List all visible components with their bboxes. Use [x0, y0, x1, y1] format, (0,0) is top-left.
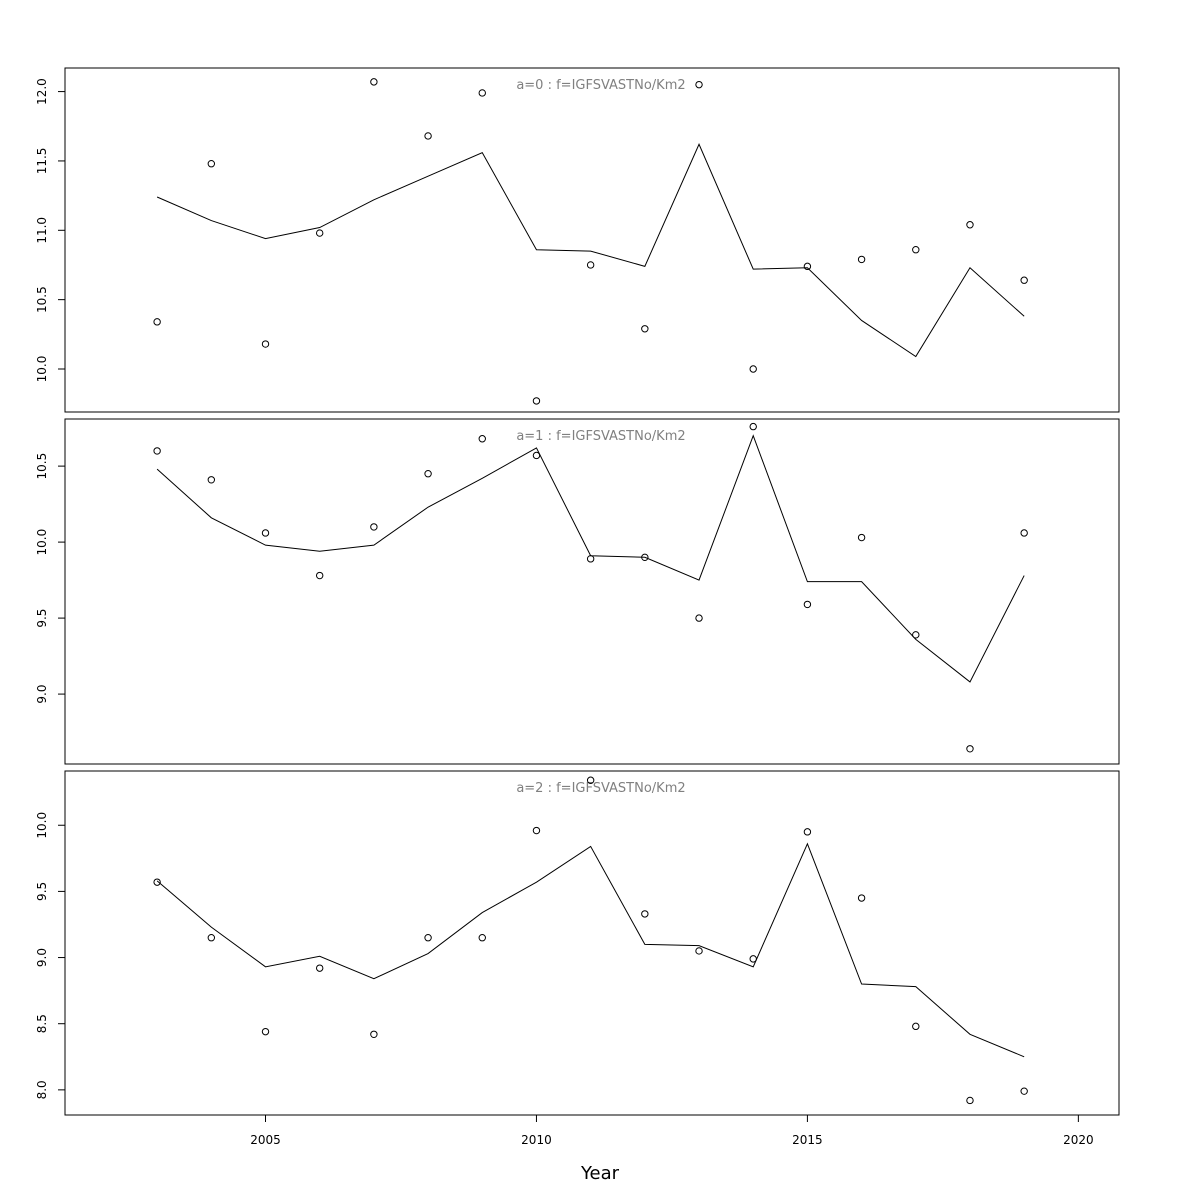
observed-point [370, 78, 378, 86]
observed-point [1020, 276, 1028, 284]
panels: a=0 : f=IGFSVASTNo/Km2 10.0 10.5 11.0 11.5 12… [35, 67, 1120, 1116]
x-tick-label: 2015 [792, 1133, 823, 1147]
y-axis: 8.0 8.5 9.0 9.5 10.0 [35, 812, 65, 1099]
x-tick-label: 2005 [250, 1133, 281, 1147]
observed-point [207, 476, 216, 484]
observed-point [478, 435, 486, 443]
observed-point [912, 631, 920, 639]
x-axis: 2005 2010 2015 2020 [250, 1114, 1094, 1147]
observed-point [586, 555, 595, 563]
observed-point [370, 523, 378, 531]
y-tick-label: 11.0 [35, 217, 49, 244]
observed-point [857, 533, 866, 542]
observed-point [261, 529, 270, 537]
x-tick-label: 2020 [1063, 1133, 1094, 1147]
y-tick-label: 9.5 [35, 882, 49, 901]
panel-frame [64, 418, 1120, 765]
observed-point [912, 246, 920, 254]
observed-point [261, 1027, 270, 1036]
y-tick-label: 10.5 [35, 453, 49, 480]
observed-point [695, 947, 703, 955]
x-axis-title: Year [580, 1163, 620, 1184]
observed-point [641, 553, 649, 562]
panel-1: a=1 : f=IGFSVASTNo/Km2 9.0 9.5 10.0 10.5 [35, 418, 1120, 765]
observed-point [478, 89, 486, 97]
panel-title: a=1 : f=IGFSVASTNo/Km2 [516, 429, 685, 444]
observed-point [966, 1096, 974, 1105]
observed-point [803, 600, 812, 609]
observed-point [749, 955, 757, 963]
observed-point [532, 451, 541, 460]
y-tick-label: 10.0 [35, 812, 49, 839]
panel-0: a=0 : f=IGFSVASTNo/Km2 10.0 10.5 11.0 11.5 12… [35, 67, 1120, 413]
observed-point [424, 934, 432, 942]
y-tick-label: 9.5 [35, 609, 49, 628]
panel-frame [64, 770, 1120, 1116]
y-tick-label: 9.0 [35, 685, 49, 704]
y-tick-label: 11.5 [35, 148, 49, 175]
observed-point [641, 910, 649, 918]
observed-point [749, 365, 757, 373]
observed-point [315, 571, 324, 580]
y-axis: 9.0 9.5 10.0 10.5 [35, 453, 65, 704]
observed-point [424, 132, 432, 140]
fitted-line [156, 434, 1025, 683]
observed-point [857, 255, 866, 264]
observed-point [749, 422, 757, 431]
observed-point [153, 447, 161, 455]
panel-frame [64, 67, 1120, 413]
observed-point [315, 229, 324, 237]
observed-point [695, 614, 703, 622]
y-tick-label: 8.5 [35, 1014, 49, 1033]
observed-point [424, 470, 432, 478]
observed-point [966, 221, 974, 229]
observed-point [261, 340, 270, 348]
y-axis: 10.0 10.5 11.0 11.5 12.0 [35, 78, 65, 382]
observed-point [153, 318, 161, 326]
observed-point [532, 397, 541, 405]
observed-point [478, 934, 486, 942]
observed-point [207, 934, 216, 942]
observed-point [586, 261, 595, 269]
y-tick-label: 10.0 [35, 356, 49, 383]
panel-title: a=0 : f=IGFSVASTNo/Km2 [516, 78, 685, 93]
y-tick-label: 10.5 [35, 286, 49, 313]
observed-point [315, 964, 324, 972]
y-tick-label: 9.0 [35, 948, 49, 967]
observed-point [912, 1022, 920, 1031]
observed-point [532, 826, 541, 835]
fitted-line [156, 842, 1025, 1058]
panel-title: a=2 : f=IGFSVASTNo/Km2 [516, 781, 685, 796]
y-tick-label: 10.0 [35, 529, 49, 556]
observed-point [857, 894, 866, 902]
observed-point [1020, 1087, 1028, 1095]
fitted-line [156, 143, 1025, 358]
observed-point [370, 1030, 378, 1038]
y-tick-label: 12.0 [35, 78, 49, 105]
observed-point [803, 262, 812, 271]
observed-point [586, 776, 595, 784]
observed-point [207, 160, 216, 168]
observed-point [153, 878, 161, 886]
y-tick-label: 8.0 [35, 1080, 49, 1099]
panel-2: a=2 : f=IGFSVASTNo/Km2 8.0 8.5 9.0 9.5 10.0 [35, 770, 1120, 1116]
observed-point [1020, 529, 1028, 537]
observed-point [695, 80, 703, 89]
x-tick-label: 2010 [521, 1133, 552, 1147]
observed-point [641, 325, 649, 333]
observed-point [803, 828, 812, 836]
observed-point [966, 745, 974, 753]
